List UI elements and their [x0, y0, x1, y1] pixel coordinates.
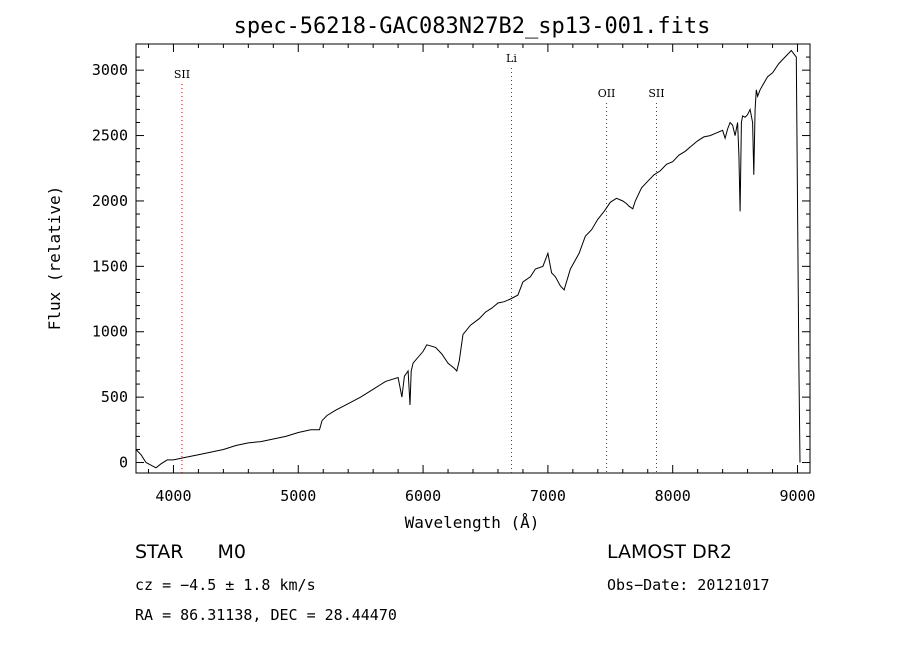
spectral-line-label: SII — [174, 68, 190, 81]
spectral-line-label: Li — [506, 52, 517, 65]
y-axis: 0 500 1000 1500 2000 2500 3000 — [92, 56, 810, 472]
y-tick-label: 3000 — [92, 61, 128, 79]
spectrum-line — [135, 49, 801, 469]
redshift-label: cz = −4.5 ± 1.8 km/s — [135, 576, 316, 594]
x-tick-label: 6000 — [405, 487, 441, 505]
x-axis-label: Wavelength (Å) — [405, 513, 540, 532]
x-tick-label: 8000 — [655, 487, 691, 505]
object-class: STAR M0 — [135, 541, 246, 563]
obs-date-label: Obs−Date: 20121017 — [607, 576, 770, 594]
y-tick-label: 2000 — [92, 192, 128, 210]
spectral-line-markers: SII Li OII SII — [174, 52, 665, 473]
plot-frame — [135, 43, 811, 474]
y-axis-label: Flux (relative) — [45, 186, 64, 331]
subclass-label: M0 — [217, 541, 246, 563]
y-tick-label: 0 — [119, 454, 128, 472]
x-tick-label: 7000 — [530, 487, 566, 505]
x-axis: 4000 5000 6000 7000 8000 9000 — [147, 44, 816, 505]
survey-label: LAMOST DR2 — [607, 541, 732, 563]
y-tick-label: 500 — [101, 388, 128, 406]
x-tick-label: 9000 — [779, 487, 815, 505]
radec-label: RA = 86.31138, DEC = 28.44470 — [135, 606, 397, 624]
y-tick-label: 1500 — [92, 257, 128, 275]
x-tick-label: 5000 — [280, 487, 316, 505]
y-tick-label: 1000 — [92, 323, 128, 341]
spectral-line-label: OII — [598, 87, 616, 100]
y-tick-label: 2500 — [92, 127, 128, 145]
class-label: STAR — [135, 541, 184, 563]
spectral-line-label: SII — [648, 87, 664, 100]
chart-title: spec-56218-GAC083N27B2_sp13-001.fits — [234, 14, 711, 39]
x-tick-label: 4000 — [155, 487, 191, 505]
